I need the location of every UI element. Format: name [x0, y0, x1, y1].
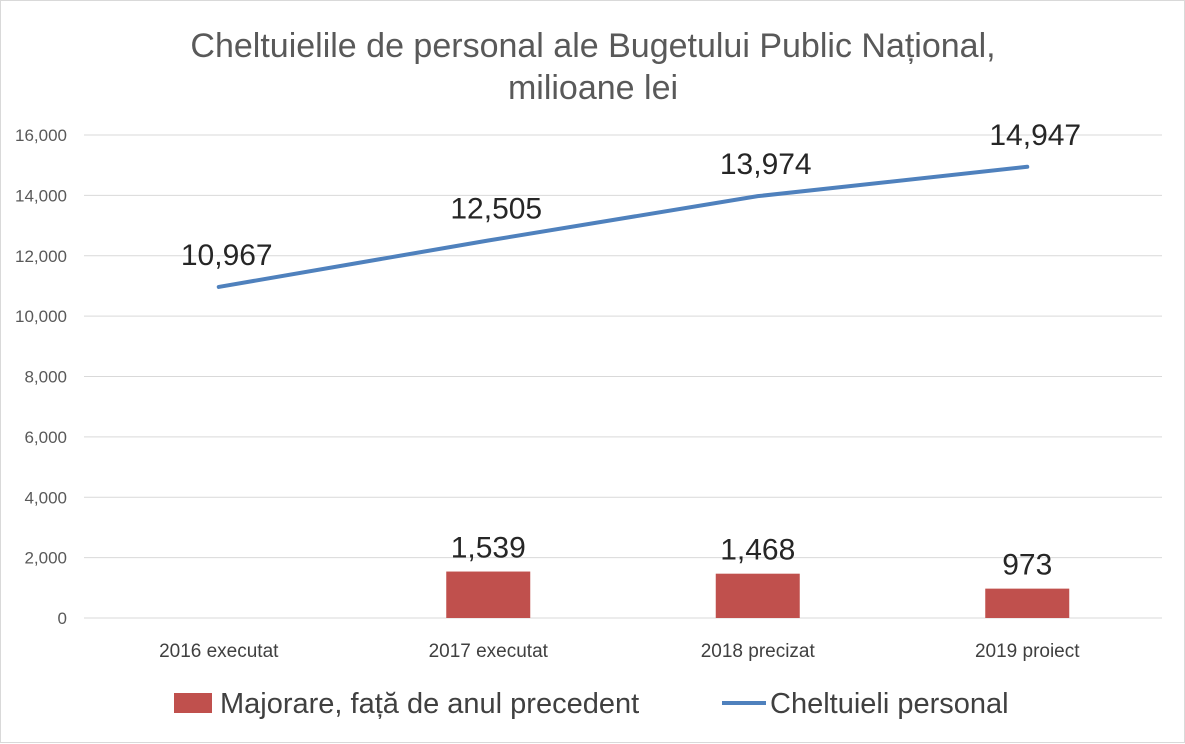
- y-tick-label: 8,000: [24, 368, 67, 387]
- bar-data-label: 973: [1002, 549, 1052, 582]
- legend: Majorare, față de anul precedent Cheltuie…: [174, 688, 1009, 720]
- x-axis-categories: 2016 executat 2017 executat 2018 precizat 2…: [159, 641, 1080, 662]
- chart-title-line-2: milioane lei: [508, 69, 678, 107]
- bar-data-label: 1,539: [451, 532, 526, 565]
- line-data-label: 10,967: [181, 239, 273, 272]
- line-series: [219, 167, 1028, 287]
- x-category-label: 2019 proiect: [975, 641, 1080, 662]
- line-path: [219, 167, 1028, 287]
- y-tick-label: 10,000: [15, 307, 67, 326]
- x-category-label: 2018 precizat: [701, 641, 816, 662]
- bar-series: [446, 572, 1069, 618]
- bar-data-label: 1,468: [720, 534, 795, 567]
- y-tick-label: 16,000: [15, 126, 67, 145]
- x-category-label: 2017 executat: [429, 641, 549, 662]
- y-tick-label: 4,000: [24, 488, 67, 507]
- x-category-label: 2016 executat: [159, 641, 279, 662]
- bar: [985, 589, 1069, 618]
- y-tick-label: 0: [58, 609, 67, 628]
- legend-swatch-bar: [174, 693, 212, 713]
- line-data-label: 12,505: [450, 193, 542, 226]
- line-data-label: 14,947: [989, 119, 1081, 152]
- legend-label-bar: Majorare, față de anul precedent: [220, 688, 639, 720]
- chart-title-line-1: Cheltuielile de personal ale Bugetului P…: [190, 27, 995, 65]
- y-tick-label: 6,000: [24, 428, 67, 447]
- y-tick-label: 2,000: [24, 549, 67, 568]
- bar: [446, 572, 530, 618]
- chart-title: Cheltuielile de personal ale Bugetului P…: [190, 27, 995, 107]
- y-tick-label: 14,000: [15, 186, 67, 205]
- gridlines: [84, 135, 1162, 618]
- y-tick-label: 12,000: [15, 247, 67, 266]
- line-data-label: 13,974: [720, 148, 812, 181]
- bar: [716, 574, 800, 618]
- data-labels: 1,539 1,468 973 10,967 12,505 13,974 14,947: [181, 119, 1081, 582]
- legend-label-line: Cheltuieli personal: [770, 688, 1009, 720]
- y-axis-ticks: 0 2,000 4,000 6,000 8,000 10,000 12,000 14,000 1…: [15, 126, 67, 628]
